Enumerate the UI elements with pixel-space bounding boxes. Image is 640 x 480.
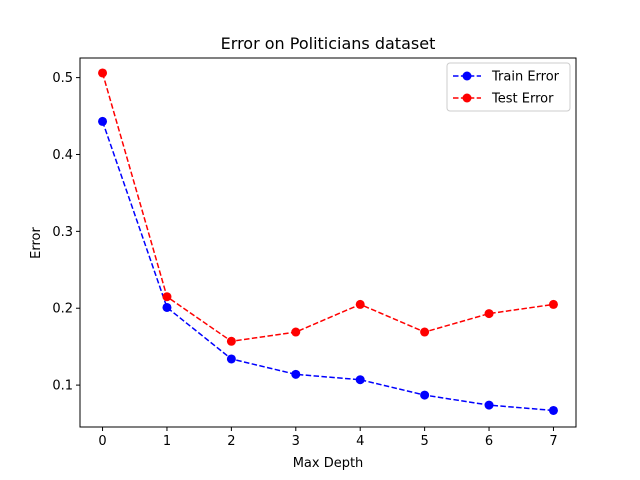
y-tick-label: 0.1 — [52, 379, 73, 394]
legend-marker — [462, 71, 472, 81]
data-point — [226, 336, 236, 346]
series-line-1 — [101, 72, 554, 343]
data-point — [291, 369, 301, 379]
y-tick-label: 0.2 — [52, 302, 73, 317]
data-point — [98, 116, 108, 126]
legend-entries: Train Error Test Error — [453, 70, 560, 107]
data-point — [484, 400, 494, 410]
x-axis-label: Max Depth — [293, 456, 364, 471]
legend-marker — [462, 93, 472, 103]
legend: Train Error Test Error — [446, 62, 571, 112]
x-tick-label: 6 — [485, 434, 493, 449]
data-point — [548, 299, 558, 309]
data-point — [355, 375, 365, 385]
x-tick-label: 5 — [420, 434, 428, 449]
y-tick-label: 0.4 — [52, 148, 73, 163]
data-point — [162, 302, 172, 312]
x-tick-label: 4 — [356, 434, 364, 449]
y-tick-label: 0.3 — [52, 225, 73, 240]
data-point — [484, 309, 494, 319]
data-point — [420, 390, 430, 400]
x-axis-ticks: 0 1 2 3 4 5 6 7 — [98, 427, 558, 449]
x-tick-label: 1 — [163, 434, 171, 449]
data-point — [98, 68, 108, 78]
y-axis-label: Error — [29, 227, 44, 259]
series-layer — [98, 68, 558, 415]
data-point — [355, 299, 365, 309]
y-axis-ticks: 0.1 0.2 0.3 0.4 0.5 — [52, 71, 80, 394]
x-tick-label: 7 — [549, 434, 557, 449]
chart-title: Error on Politicians dataset — [221, 34, 436, 53]
x-tick-label: 2 — [227, 434, 235, 449]
x-tick-label: 0 — [98, 434, 106, 449]
data-point — [162, 292, 172, 302]
data-point — [420, 327, 430, 337]
legend-label: Test Error — [491, 92, 554, 107]
series-line-0 — [101, 121, 554, 412]
legend-box — [446, 62, 571, 112]
x-tick-label: 3 — [292, 434, 300, 449]
data-point — [548, 405, 558, 415]
plot-frame — [79, 57, 577, 428]
y-tick-label: 0.5 — [52, 71, 73, 86]
data-point — [226, 354, 236, 364]
data-point — [291, 327, 301, 337]
legend-label: Train Error — [491, 70, 560, 85]
